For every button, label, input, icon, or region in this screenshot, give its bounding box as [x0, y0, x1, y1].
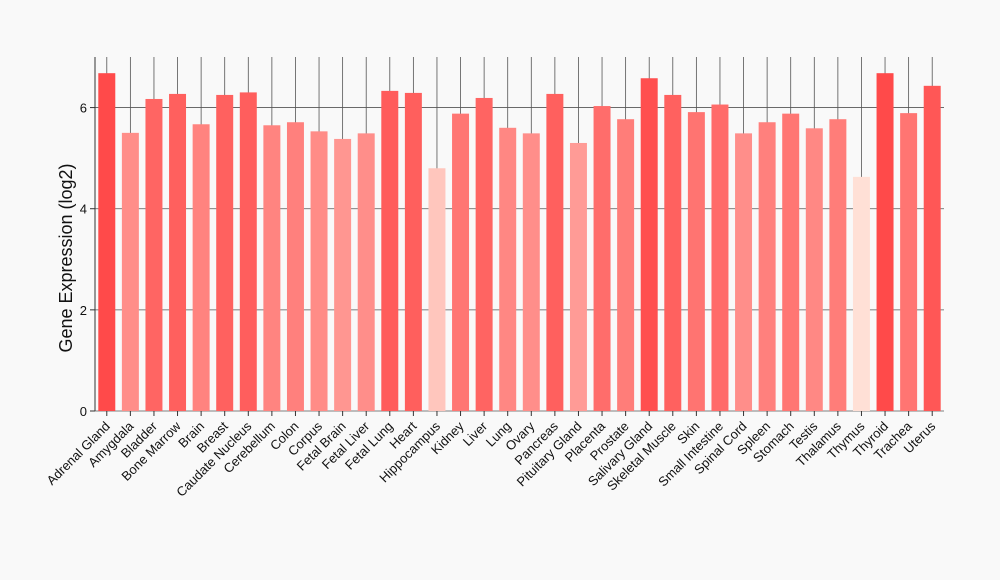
bar-pancreas[interactable] [546, 93, 564, 411]
bar-bone-marrow[interactable] [169, 93, 187, 411]
bar-fetal-brain[interactable] [334, 138, 352, 411]
bar-corpus[interactable] [310, 131, 328, 411]
bar-adrenal-gland[interactable] [98, 73, 116, 411]
bar-hippocampus[interactable] [428, 168, 446, 411]
bar-fetal-liver[interactable] [357, 133, 375, 411]
bar-trachea[interactable] [900, 113, 918, 412]
bar-stomach[interactable] [782, 113, 800, 411]
bar-small-intestine[interactable] [711, 104, 729, 411]
bar-lung[interactable] [499, 127, 517, 412]
bar-placenta[interactable] [593, 106, 611, 411]
y-tick-label: 4 [80, 202, 87, 217]
bar-kidney[interactable] [452, 113, 470, 411]
x-tick-label: Liver [460, 418, 491, 449]
bar-thymus[interactable] [852, 176, 870, 411]
bar-caudate-nucleus[interactable] [239, 92, 257, 412]
bar-salivary-gland[interactable] [640, 78, 658, 412]
bar-thalamus[interactable] [829, 119, 847, 412]
bar-amygdala[interactable] [121, 132, 139, 411]
bar-skeletal-muscle[interactable] [664, 94, 682, 411]
y-tick-label: 2 [80, 303, 87, 318]
axis-layer [90, 57, 933, 416]
y-tick-label: 0 [80, 404, 87, 419]
bar-pituitary-gland[interactable] [569, 142, 587, 411]
bar-heart[interactable] [404, 92, 422, 412]
bar-layer [98, 73, 941, 412]
bar-liver[interactable] [475, 97, 493, 411]
bar-brain[interactable] [192, 124, 210, 411]
bar-thyroid[interactable] [876, 73, 894, 411]
bar-spleen[interactable] [758, 122, 776, 411]
bar-spinal-cord[interactable] [735, 133, 753, 411]
bar-cerebellum[interactable] [263, 125, 281, 412]
bar-ovary[interactable] [522, 133, 540, 411]
bar-prostate[interactable] [617, 119, 635, 412]
y-axis-title: Gene Expression (log2) [56, 163, 76, 352]
y-tick-label: 6 [80, 101, 87, 116]
bar-skin[interactable] [687, 112, 705, 411]
bar-uterus[interactable] [923, 85, 941, 411]
bar-colon[interactable] [286, 122, 304, 411]
bar-bladder[interactable] [145, 98, 163, 411]
bar-breast[interactable] [216, 94, 234, 411]
bar-testis[interactable] [805, 128, 823, 411]
bar-fetal-lung[interactable] [381, 90, 399, 411]
